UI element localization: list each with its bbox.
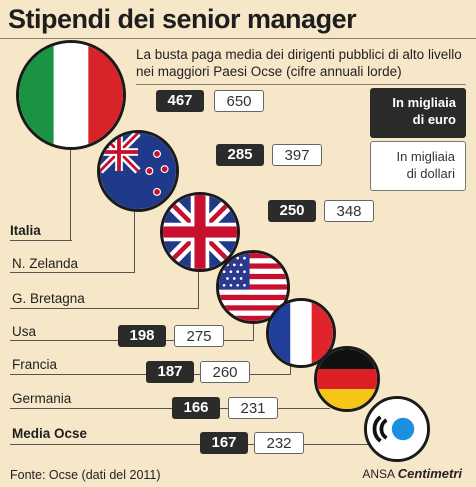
source-note: Fonte: Ocse (dati del 2011) (10, 468, 161, 482)
legend-dollar-line1: In migliaia (396, 149, 455, 164)
brand-logo: ANSA Centimetri (362, 466, 462, 481)
connector-nz-v (134, 200, 135, 272)
subtitle-divider (136, 84, 466, 85)
usa-flag-icon (216, 250, 290, 324)
country-label-germania: Germania (12, 391, 72, 406)
brand-ansa: ANSA (362, 467, 395, 481)
page-title: Stipendi dei senior manager (8, 4, 357, 34)
country-label-nz: N. Zelanda (12, 256, 79, 271)
brand-centimetri: Centimetri (397, 466, 462, 481)
germany-flag-icon (314, 346, 380, 412)
value-usd-nz: 397 (272, 144, 322, 166)
italy-flag-icon (16, 40, 126, 150)
subtitle: La busta paga media dei dirigenti pubbli… (136, 47, 462, 79)
france-flag-icon (266, 298, 336, 368)
value-eur-media-ocse: 167 (200, 432, 248, 454)
country-label-usa: Usa (12, 324, 37, 339)
connector-italia-h (10, 240, 72, 241)
value-usd-italia: 650 (214, 90, 264, 112)
country-label-francia: Francia (12, 357, 58, 372)
value-eur-usa: 198 (118, 325, 166, 347)
connector-uk-h (10, 308, 199, 309)
uk-flag-icon (160, 192, 240, 272)
value-eur-nz: 285 (216, 144, 264, 166)
value-usd-francia: 260 (200, 361, 250, 383)
connector-fr-v (290, 365, 291, 374)
connector-italia-v (70, 120, 71, 240)
legend-euro: In migliaia di euro (370, 88, 466, 138)
connector-usa-v (253, 310, 254, 340)
legend-dollar-line2: di dollari (406, 166, 455, 181)
country-label-italia: Italia (10, 223, 41, 238)
country-label-media-ocse: Media Ocse (12, 426, 88, 441)
oecd-logo-icon (364, 396, 430, 462)
value-eur-uk: 250 (268, 200, 316, 222)
connector-uk-v (198, 260, 199, 308)
connector-oecd-h (10, 444, 370, 445)
value-usd-media-ocse: 232 (254, 432, 304, 454)
connector-nz-h (10, 272, 135, 273)
connector-de-h (10, 408, 330, 409)
value-usd-uk: 348 (324, 200, 374, 222)
title-divider (0, 38, 476, 39)
value-eur-francia: 187 (146, 361, 194, 383)
value-usd-usa: 275 (174, 325, 224, 347)
legend-euro-line1: In migliaia (392, 95, 456, 110)
value-eur-italia: 467 (156, 90, 204, 112)
value-usd-germania: 231 (228, 397, 278, 419)
country-label-uk: G. Bretagna (12, 291, 85, 306)
value-eur-germania: 166 (172, 397, 220, 419)
legend-euro-line2: di euro (412, 112, 456, 127)
new-zealand-flag-icon (97, 130, 179, 212)
legend-dollar: In migliaia di dollari (370, 141, 466, 191)
